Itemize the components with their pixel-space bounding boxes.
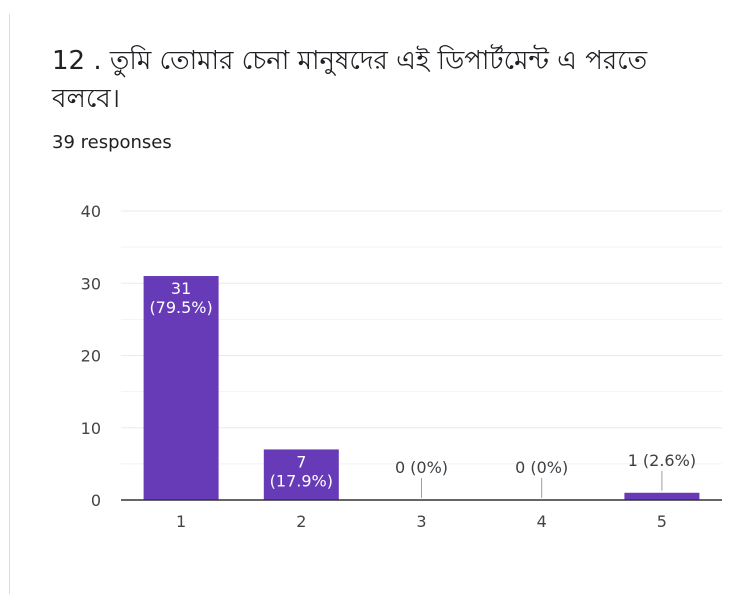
- grid-layer: [121, 210, 722, 465]
- y-tick-label: 40: [81, 202, 101, 221]
- bar-value-label: 0 (0%): [395, 458, 448, 477]
- x-tick-label: 4: [537, 512, 547, 531]
- x-tick-label: 1: [176, 512, 186, 531]
- bar-percent-label: (2.6%): [643, 451, 696, 470]
- bar-5: [624, 492, 700, 500]
- x-tick-label: 5: [657, 512, 667, 531]
- y-tick-label: 10: [81, 419, 101, 438]
- bar-value-count: 1: [628, 451, 638, 470]
- y-tick-label: 20: [81, 347, 101, 366]
- bar-percent-label: (17.9%): [270, 471, 333, 490]
- bar-1: [143, 276, 219, 500]
- y-axis-ticks: 0 10 20 30 40: [81, 202, 101, 510]
- bar-value-label: 0 (0%): [515, 458, 568, 477]
- y-tick-label: 30: [81, 274, 101, 293]
- x-axis-ticks: 1 2 3 4 5: [176, 512, 667, 531]
- x-tick-label: 2: [296, 512, 306, 531]
- bar-value-label: 1 (2.6%): [628, 451, 696, 470]
- bar-value-label: 31: [171, 279, 191, 298]
- response-count: 39 responses: [52, 132, 172, 153]
- bar-layer: [143, 276, 700, 500]
- data-label-layer: 31(79.5%) 7(17.9%) 0 (0%) 0 (0%) 1 (2.6%): [149, 279, 696, 498]
- y-tick-label: 0: [91, 491, 101, 510]
- bar-value-count: 0: [515, 458, 525, 477]
- bar-percent-label: (0%): [410, 458, 448, 477]
- bar-2: [263, 449, 339, 500]
- question-title: 12 . তুমি তোমার চেনা মানুষদের এই ডিপার্ট…: [52, 46, 648, 114]
- card-border: [9, 14, 10, 594]
- bar-value-count: 0: [395, 458, 405, 477]
- bar-value-label: 7: [296, 452, 306, 471]
- bar-chart: 0 10 20 30 40 1 2 3 4 5 31(79.5%) 7(17.9%) 0 (0%) 0 (…: [81, 202, 722, 531]
- bar-percent-label: (79.5%): [149, 298, 212, 317]
- bar-percent-label: (0%): [530, 458, 568, 477]
- x-tick-label: 3: [416, 512, 426, 531]
